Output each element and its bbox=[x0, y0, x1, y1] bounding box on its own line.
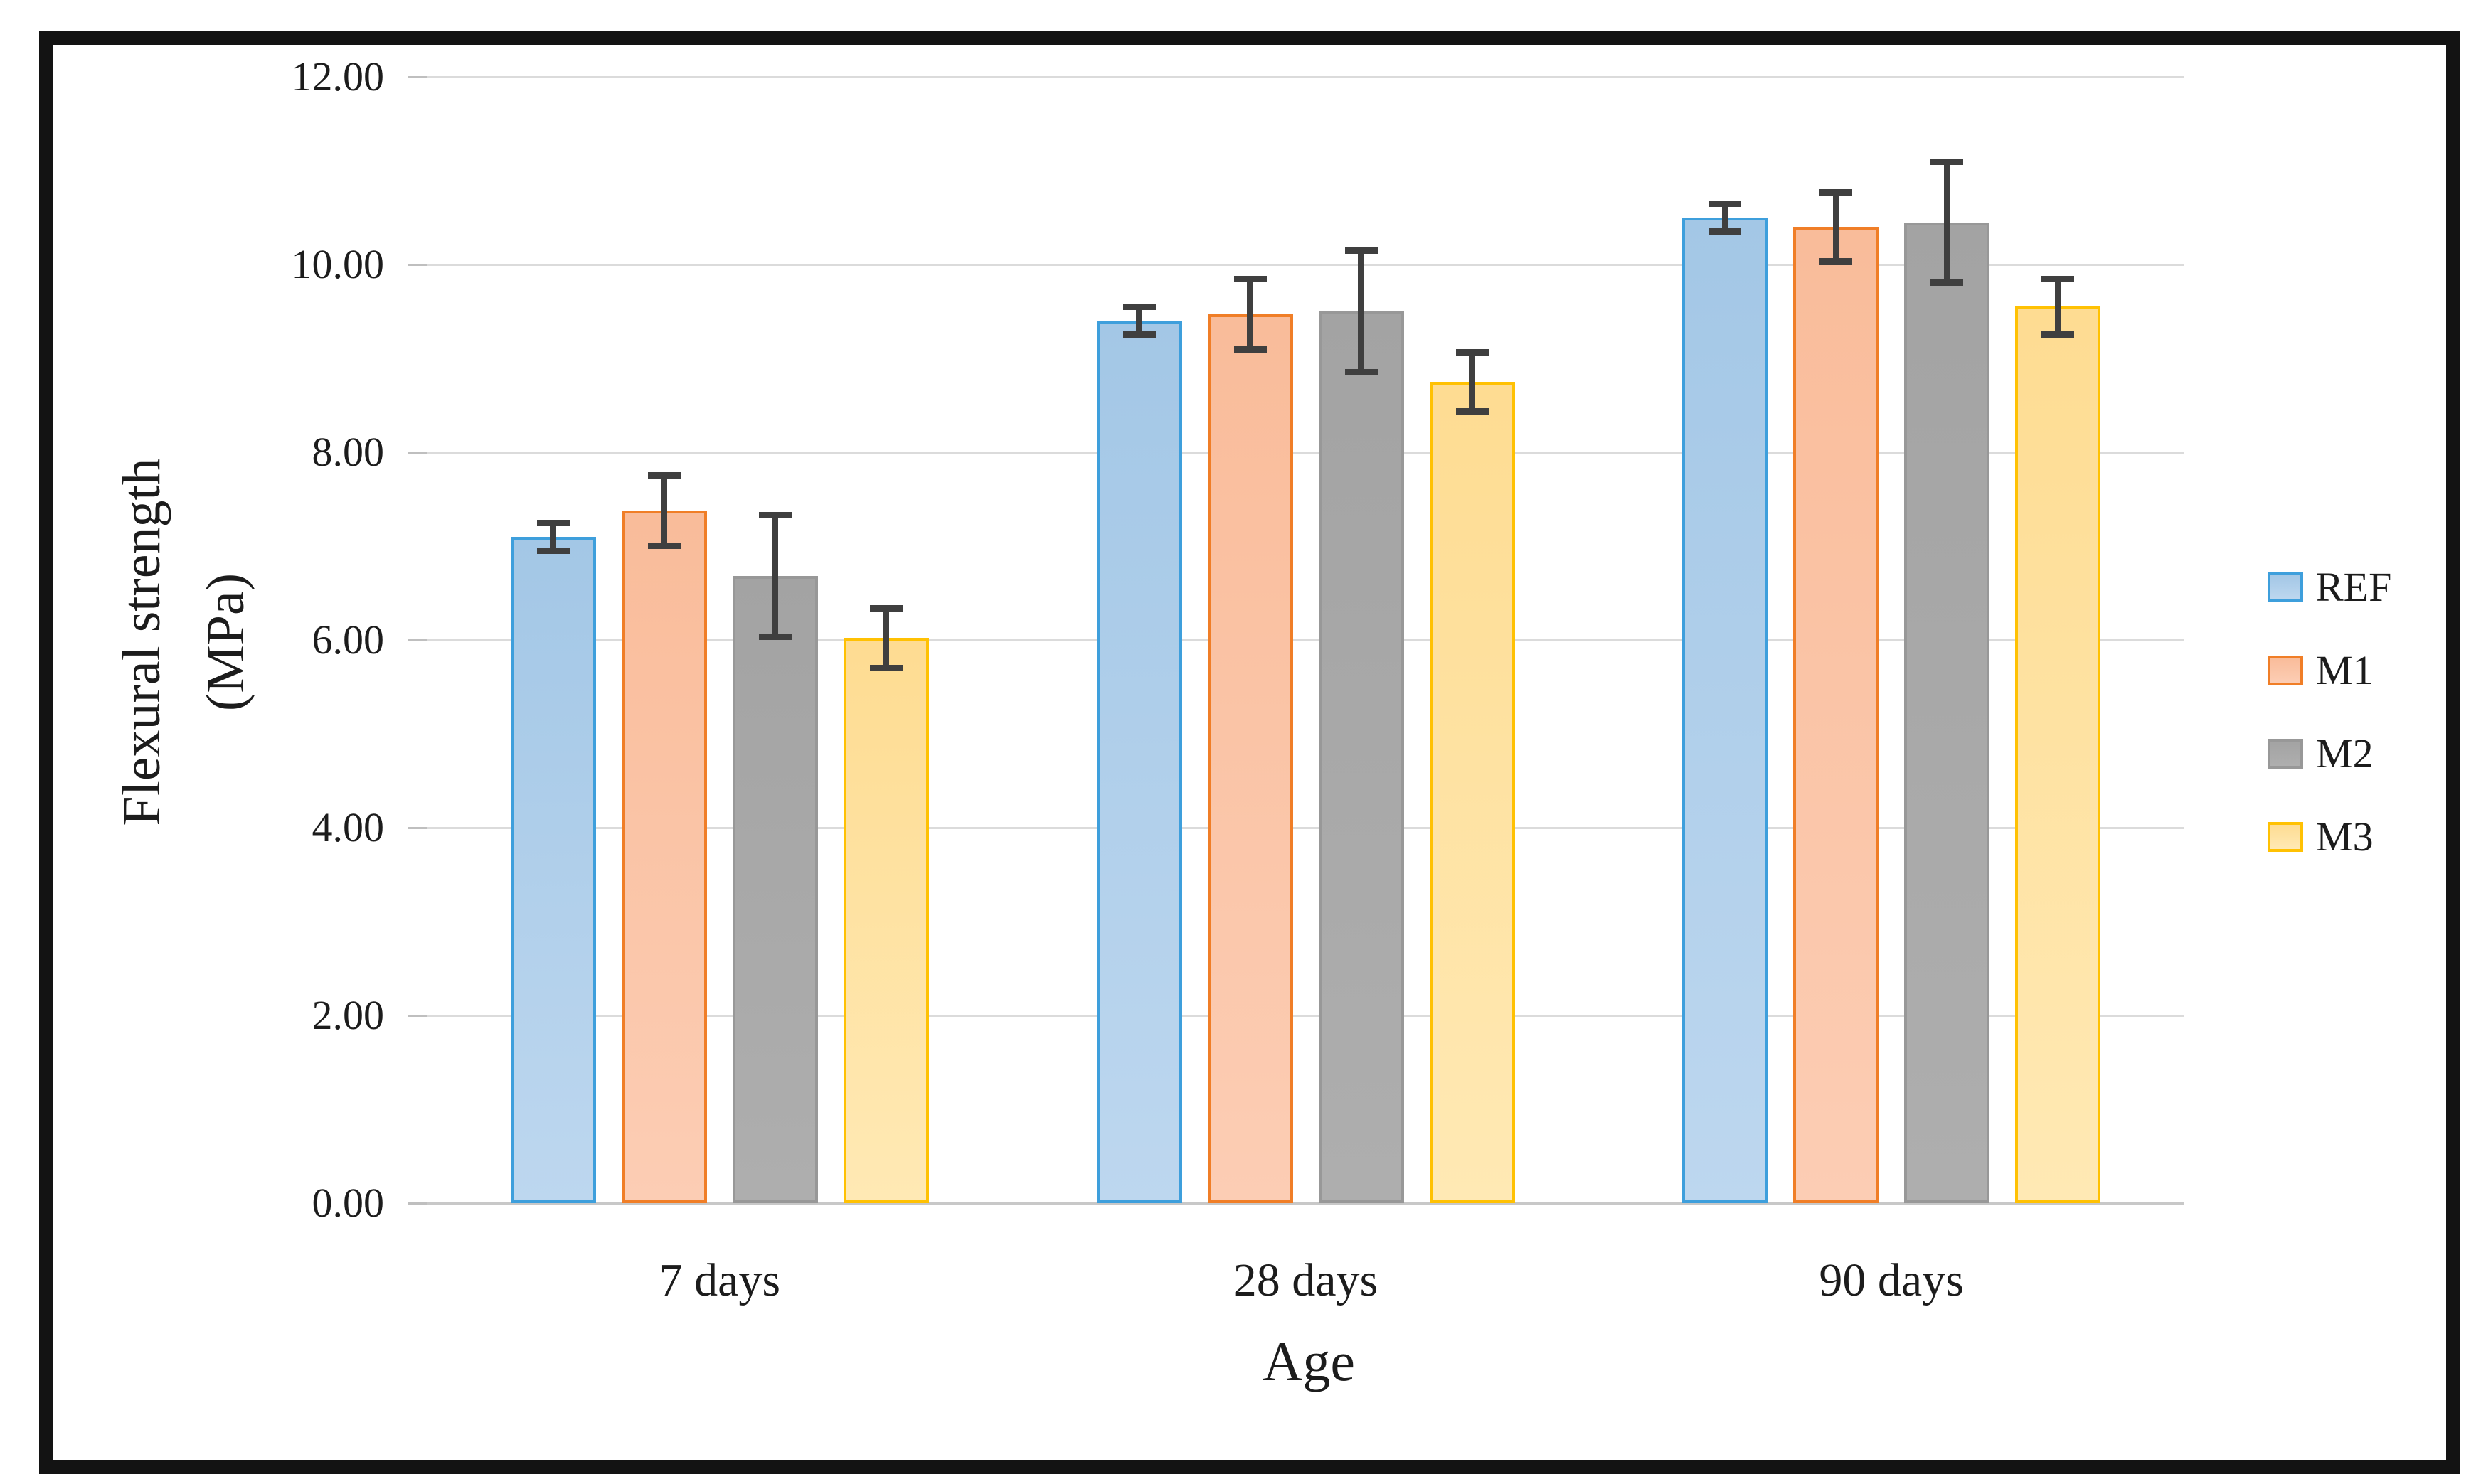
error-whisker bbox=[1943, 161, 1950, 284]
error-cap-bottom bbox=[1930, 279, 1964, 287]
y-tick-label: 0.00 bbox=[312, 1180, 385, 1226]
y-tick-mark bbox=[408, 1202, 427, 1205]
error-cap-bottom bbox=[1819, 258, 1853, 265]
error-cap-top bbox=[869, 605, 903, 612]
y-tick-label: 8.00 bbox=[312, 429, 385, 475]
x-category-label-90days: 90 days bbox=[1819, 1254, 1964, 1306]
error-whisker bbox=[2054, 278, 2061, 335]
bar-REF-28days bbox=[1096, 321, 1182, 1203]
legend: REF M1 M2 M3 bbox=[2268, 566, 2391, 858]
error-whisker bbox=[1247, 278, 1253, 351]
y-tick-label: 2.00 bbox=[312, 992, 385, 1038]
bar-REF-90days bbox=[1682, 218, 1768, 1203]
y-tick-mark bbox=[408, 264, 427, 266]
legend-swatch-m3 bbox=[2268, 822, 2303, 852]
bar-M1-28days bbox=[1207, 314, 1293, 1203]
legend-item-ref: REF bbox=[2268, 566, 2391, 609]
y-tick-mark bbox=[408, 1015, 427, 1017]
error-cap-top bbox=[1709, 201, 1742, 208]
y-tick-mark bbox=[408, 76, 427, 78]
error-cap-top bbox=[2041, 275, 2075, 282]
x-category-label-7days: 7 days bbox=[659, 1254, 781, 1306]
error-whisker bbox=[550, 523, 557, 551]
error-cap-bottom bbox=[1233, 346, 1267, 353]
error-whisker bbox=[1469, 351, 1475, 412]
bar-REF-7days bbox=[510, 536, 596, 1203]
y-tick-mark bbox=[408, 452, 427, 454]
error-cap-top bbox=[1344, 247, 1378, 255]
error-cap-top bbox=[1455, 348, 1489, 356]
gridline-10 bbox=[408, 264, 2184, 266]
bar-M1-7days bbox=[621, 510, 707, 1203]
error-cap-bottom bbox=[1344, 368, 1378, 375]
gridline-6 bbox=[408, 639, 2184, 641]
error-whisker bbox=[1721, 203, 1728, 232]
error-cap-bottom bbox=[647, 543, 681, 549]
legend-swatch-m1 bbox=[2268, 656, 2303, 685]
x-axis-title: Age bbox=[1263, 1330, 1355, 1392]
y-tick-mark bbox=[408, 639, 427, 641]
error-whisker bbox=[1136, 306, 1142, 335]
legend-item-m2: M2 bbox=[2268, 732, 2391, 775]
legend-label-m3: M3 bbox=[2316, 813, 2374, 860]
error-cap-bottom bbox=[758, 634, 792, 641]
error-cap-bottom bbox=[2041, 331, 2075, 338]
error-cap-bottom bbox=[869, 664, 903, 671]
error-cap-bottom bbox=[1122, 331, 1156, 338]
gridline-2 bbox=[408, 1015, 2184, 1017]
y-axis-title-line1: Flexural strength bbox=[112, 458, 171, 826]
legend-label-m2: M2 bbox=[2316, 730, 2374, 776]
error-cap-top bbox=[1233, 275, 1267, 282]
bar-M3-28days bbox=[1429, 382, 1515, 1203]
error-cap-top bbox=[1930, 158, 1964, 165]
error-whisker bbox=[1358, 250, 1364, 373]
error-whisker bbox=[772, 515, 779, 638]
bar-M2-28days bbox=[1318, 311, 1404, 1203]
gridline-12 bbox=[408, 76, 2184, 78]
error-cap-bottom bbox=[1709, 228, 1742, 235]
bar-M3-90days bbox=[2015, 306, 2101, 1203]
bar-M2-90days bbox=[1904, 222, 1990, 1203]
legend-label-ref: REF bbox=[2316, 564, 2392, 610]
x-axis-line bbox=[408, 1202, 2184, 1205]
y-tick-label: 6.00 bbox=[312, 616, 385, 663]
gridline-4 bbox=[408, 827, 2184, 829]
error-cap-bottom bbox=[536, 547, 570, 554]
bar-M1-90days bbox=[1793, 227, 1879, 1203]
gridline-8 bbox=[408, 452, 2184, 454]
legend-swatch-ref bbox=[2268, 572, 2303, 602]
figure-frame: Flexural strength (MPa) 12.00 10.00 8.00… bbox=[39, 31, 2460, 1474]
bar-M2-7days bbox=[732, 576, 818, 1203]
legend-label-m1: M1 bbox=[2316, 647, 2374, 693]
x-category-label-28days: 28 days bbox=[1233, 1254, 1378, 1306]
error-whisker bbox=[661, 474, 668, 546]
y-tick-label: 10.00 bbox=[291, 241, 385, 287]
error-whisker bbox=[883, 608, 890, 668]
legend-item-m1: M1 bbox=[2268, 649, 2391, 692]
y-tick-label: 12.00 bbox=[291, 53, 385, 100]
error-cap-top bbox=[1819, 189, 1853, 196]
legend-swatch-m2 bbox=[2268, 739, 2303, 769]
y-tick-label: 4.00 bbox=[312, 804, 385, 850]
legend-item-m3: M3 bbox=[2268, 816, 2391, 858]
y-tick-mark bbox=[408, 827, 427, 829]
error-cap-top bbox=[647, 471, 681, 479]
error-cap-top bbox=[1122, 304, 1156, 311]
error-cap-bottom bbox=[1455, 408, 1489, 415]
error-cap-top bbox=[536, 520, 570, 526]
error-cap-top bbox=[758, 512, 792, 519]
plot-area: 12.00 10.00 8.00 6.00 4.00 2.00 0.00 7 d… bbox=[292, 53, 2184, 1306]
error-whisker bbox=[1832, 192, 1839, 262]
bar-M3-7days bbox=[843, 638, 929, 1203]
